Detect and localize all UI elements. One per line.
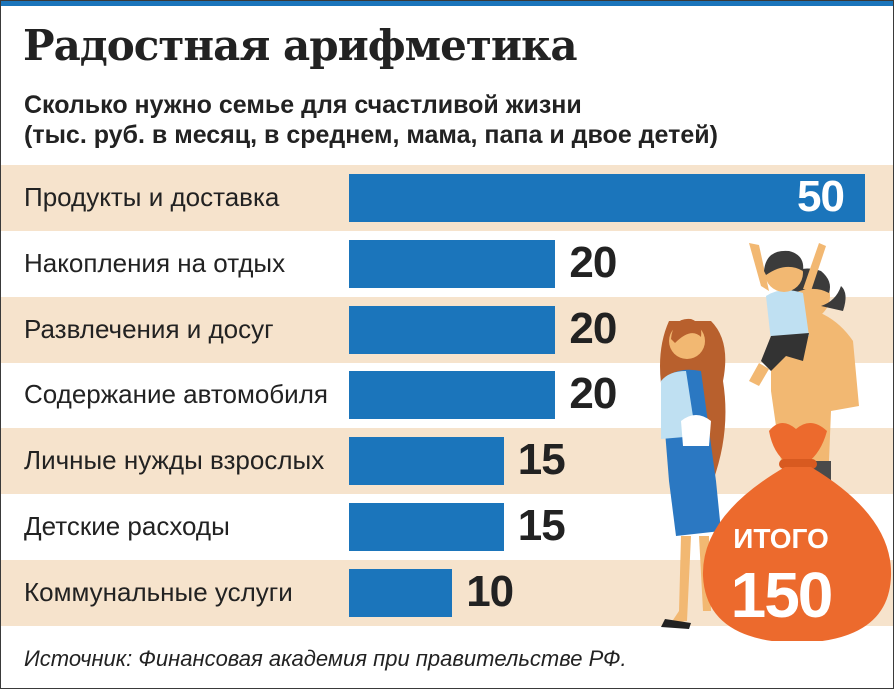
bar — [349, 305, 556, 354]
bar-value-label: 20 — [569, 369, 617, 419]
mother-figure — [660, 318, 726, 629]
chart-subtitle-line2: (тыс. руб. в месяц, в среднем, мама, пап… — [24, 121, 718, 149]
chart-row: Развлечения и досуг 20 — [1, 296, 893, 363]
bar — [349, 437, 504, 486]
bar — [349, 371, 556, 420]
child-figure — [749, 243, 826, 386]
category-label: Развлечения и досуг — [24, 313, 274, 344]
bar — [349, 239, 556, 288]
bar-chart: Продукты и доставка 50 Накопления на отдых… — [1, 165, 893, 626]
category-label: Личные нужды взрослых — [24, 445, 325, 476]
bar — [349, 503, 504, 552]
bar-value-label: 20 — [569, 237, 617, 287]
chart-row: Продукты и доставка 50 — [1, 165, 893, 231]
bar-value-label: 10 — [466, 567, 514, 617]
money-bag-icon — [702, 422, 892, 641]
category-label: Содержание автомобиля — [24, 379, 328, 410]
bar-value-label: 15 — [517, 501, 566, 551]
chart-subtitle-line1: Сколько нужно семье для счастливой жизни — [24, 91, 582, 119]
category-label: Коммунальные услуги — [24, 577, 293, 608]
chart-row: Содержание автомобиля 20 — [1, 363, 893, 429]
chart-row: Накопления на отдых 20 — [1, 231, 893, 297]
bar-value-label: 15 — [517, 435, 566, 485]
bar — [349, 173, 865, 222]
total-label: ИТОГО — [733, 523, 829, 554]
category-label: Продукты и доставка — [24, 181, 280, 212]
chart-row: Личные нужды взрослых 15 — [1, 428, 893, 495]
chart-row: Детские расходы 15 — [1, 494, 893, 560]
bar — [349, 569, 453, 618]
bar-value-label: 50 — [797, 171, 845, 221]
category-label: Накопления на отдых — [24, 247, 286, 278]
source-note: Источник: Финансовая академия при правит… — [24, 646, 627, 671]
family-with-money-bag-icon — [660, 243, 892, 641]
top-accent-bar — [1, 1, 893, 6]
bar-value-label: 20 — [569, 303, 617, 353]
total-value: 150 — [730, 559, 834, 631]
category-label: Детские расходы — [24, 511, 230, 542]
chart-title: Радостная арифметика — [23, 21, 578, 70]
